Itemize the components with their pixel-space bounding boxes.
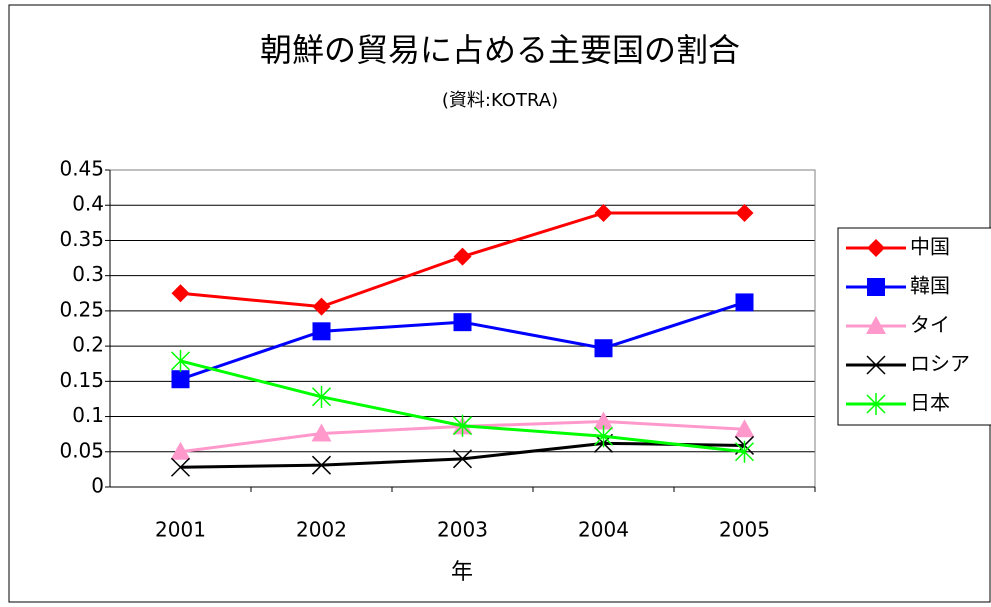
marker bbox=[312, 322, 331, 341]
chart-subtitle: (資料:KOTRA) bbox=[442, 90, 558, 111]
y-tick-label: 0.2 bbox=[72, 333, 104, 357]
x-tick-label: 2003 bbox=[437, 518, 488, 542]
y-tick-label: 0.05 bbox=[59, 438, 104, 462]
y-tick-label: 0.25 bbox=[59, 297, 104, 321]
x-tick-label: 2001 bbox=[155, 518, 206, 542]
marker bbox=[594, 203, 613, 222]
legend-label: タイ bbox=[910, 313, 950, 337]
marker bbox=[452, 414, 473, 437]
marker bbox=[171, 370, 190, 389]
marker bbox=[734, 419, 755, 438]
y-tick-label: 0.35 bbox=[59, 227, 104, 251]
marker bbox=[452, 449, 473, 469]
marker bbox=[311, 455, 332, 475]
marker bbox=[735, 293, 754, 312]
legend-label: 中国 bbox=[910, 235, 950, 259]
x-tick-label: 2005 bbox=[719, 518, 770, 542]
marker bbox=[312, 297, 331, 316]
legend-label: 韓国 bbox=[910, 274, 950, 298]
marker bbox=[866, 393, 886, 415]
marker bbox=[170, 457, 191, 477]
x-axis-label: 年 bbox=[451, 560, 473, 585]
y-tick-label: 0.3 bbox=[72, 262, 104, 286]
y-tick-label: 0 bbox=[91, 474, 104, 498]
marker bbox=[594, 339, 613, 358]
marker bbox=[593, 411, 614, 430]
y-tick-label: 0.15 bbox=[59, 368, 104, 392]
x-tick-label: 2002 bbox=[296, 518, 347, 542]
y-tick-label: 0.4 bbox=[72, 192, 104, 216]
marker bbox=[453, 313, 472, 332]
marker bbox=[866, 355, 886, 375]
marker bbox=[311, 385, 332, 408]
marker bbox=[311, 423, 332, 442]
marker bbox=[734, 440, 755, 463]
marker bbox=[867, 239, 885, 257]
y-tick-label: 0.1 bbox=[72, 403, 104, 427]
marker bbox=[735, 203, 754, 222]
marker bbox=[170, 349, 191, 372]
marker bbox=[593, 425, 614, 448]
marker bbox=[867, 278, 885, 296]
marker bbox=[453, 247, 472, 266]
legend-label: ロシア bbox=[910, 352, 970, 376]
marker bbox=[866, 316, 886, 334]
x-tick-label: 2004 bbox=[578, 518, 629, 542]
marker bbox=[170, 441, 191, 460]
chart-border bbox=[8, 4, 991, 603]
chart-title: 朝鮮の貿易に占める主要国の割合 bbox=[260, 31, 740, 69]
y-tick-label: 0.45 bbox=[59, 157, 104, 181]
legend-label: 日本 bbox=[910, 391, 950, 415]
marker bbox=[171, 284, 190, 303]
